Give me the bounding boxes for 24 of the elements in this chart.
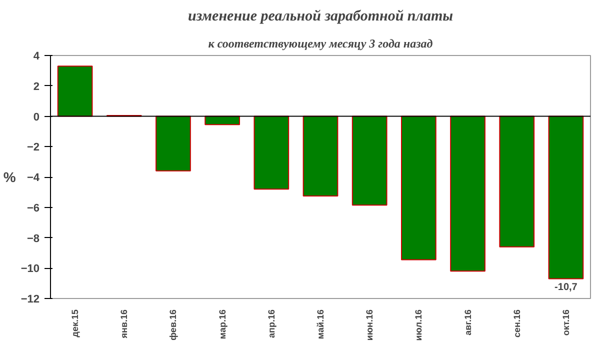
x-tick-label: янв.16	[119, 309, 130, 338]
x-tick-label: фев.16	[168, 309, 178, 340]
x-tick-label: мар.16	[217, 309, 228, 340]
chart-title: изменение реальной заработной платы	[188, 8, 454, 24]
x-tick-label: окт.16	[560, 309, 571, 336]
y-tick-label: 2	[33, 80, 40, 93]
x-tick-label: май.16	[316, 309, 326, 340]
y-tick-label: −4	[26, 172, 40, 184]
x-tick-label: апр.16	[266, 309, 276, 338]
x-tick-label: июн.16	[364, 309, 375, 341]
x-tick-label: сен.16	[512, 309, 522, 338]
x-tick-label: дек.15	[70, 310, 80, 338]
y-tick-label: −6	[26, 202, 40, 214]
y-tick-label: −8	[26, 232, 40, 245]
data-label: -10,7	[554, 282, 578, 293]
y-tick-label: 0	[33, 111, 40, 124]
y-tick-label: −2	[26, 142, 40, 154]
chart-subtitle: к соответствующему месяцу 3 года назад	[208, 36, 433, 50]
x-tick-label: авг.16	[462, 309, 473, 336]
y-tick-label: −10	[20, 263, 40, 276]
x-tick-label: июл.16	[414, 309, 424, 341]
y-tick-label: 4	[33, 50, 40, 62]
y-axis-title: %	[3, 169, 16, 185]
y-tick-label: −12	[20, 294, 40, 306]
